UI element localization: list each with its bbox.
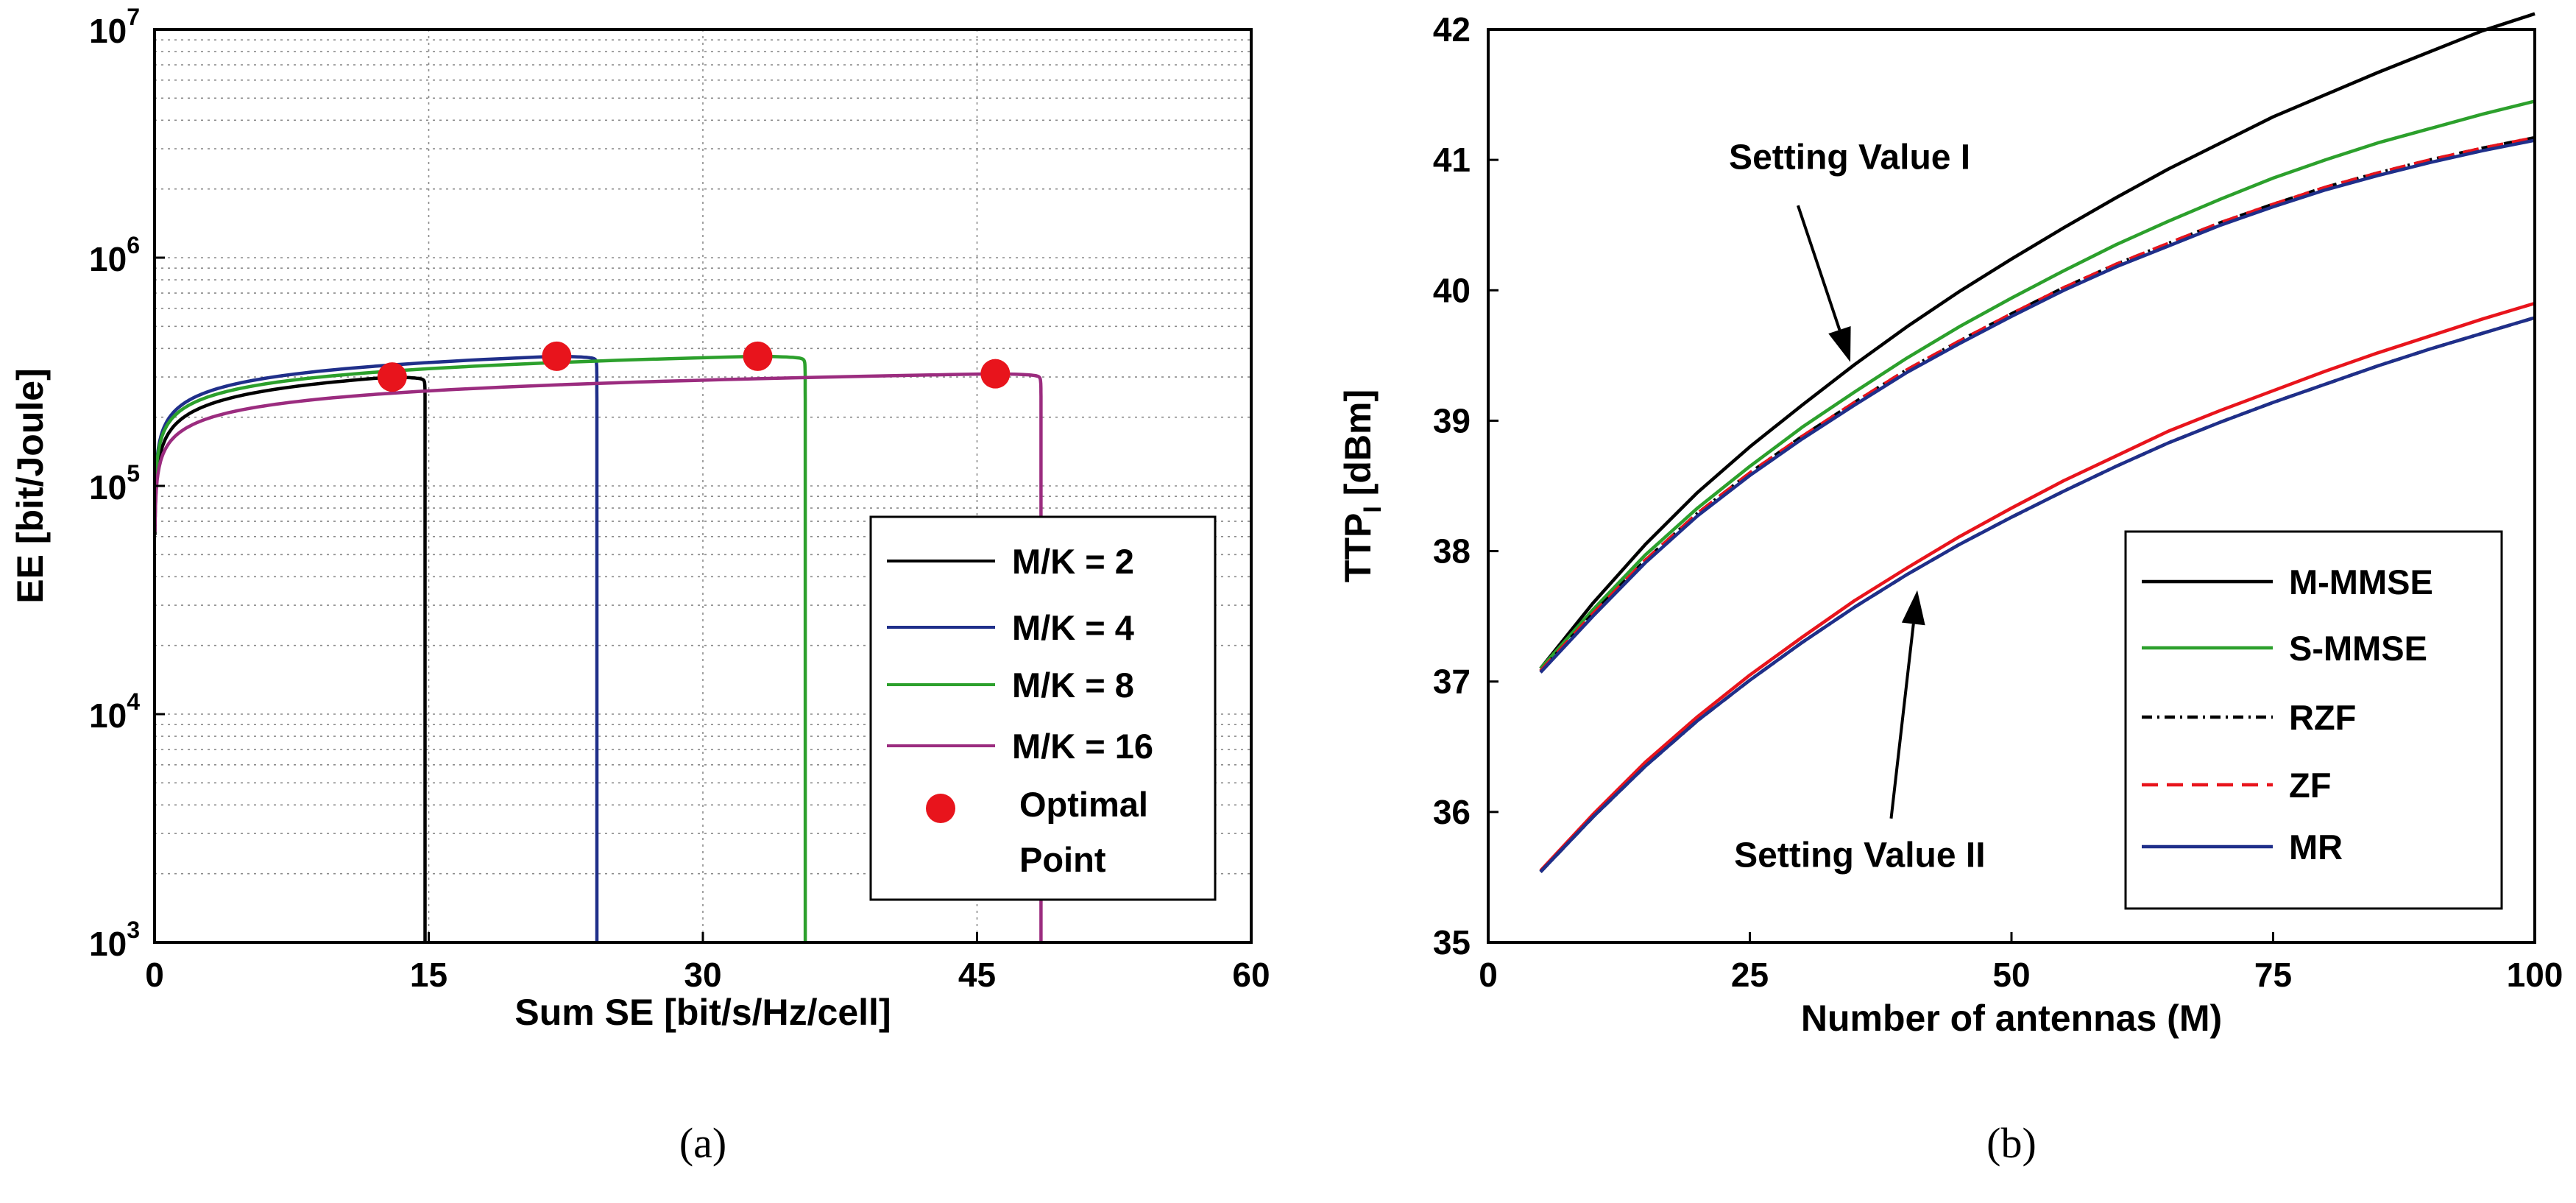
annotation-arrowhead-0	[1828, 326, 1851, 362]
legend-label-mr: MR	[2289, 828, 2343, 867]
curve-m-k-16	[153, 372, 1043, 942]
y-tick-label-b-5: 40	[1433, 271, 1471, 309]
legend-a: M/K = 2 M/K = 4 M/K = 8 M/K = 16 Optimal…	[869, 515, 1217, 901]
y-tick-exp-a-2: 5	[127, 460, 140, 487]
annotation-arrow-0	[1797, 205, 1841, 331]
legend-label-optimal-2: Point	[1019, 840, 1106, 879]
legend-item-optimal: Optimal Point	[926, 785, 1148, 879]
panel-b: 0 25 50 75 100 35 36 37 38 39 40 41 42 Setting Valu…	[1337, 10, 2563, 1167]
y-tick-label-b-4: 39	[1433, 401, 1471, 440]
x-tick-label-a-0: 0	[145, 956, 164, 994]
curve-zf-ii	[1539, 301, 2536, 872]
curve-s-mmse	[1539, 99, 2536, 670]
legend-label-s-mmse: S-MMSE	[2289, 629, 2427, 668]
x-tick-label-b-3: 75	[2254, 956, 2292, 994]
y-tick-label-a-3: 106	[89, 232, 140, 278]
y-tick-label-a-2: 105	[89, 460, 140, 507]
y-tick-base-a-1: 10	[89, 696, 127, 735]
legend-label-rzf: RZF	[2289, 698, 2356, 737]
optimal-point-2	[743, 341, 773, 371]
y-tick-exp-a-1: 4	[127, 688, 140, 715]
x-tick-label-b-1: 25	[1731, 956, 1769, 994]
annotation-text-1: Setting Value II	[1734, 836, 1985, 875]
legend-item-mk4: M/K = 4	[887, 608, 1134, 647]
legend-label-zf: ZF	[2289, 766, 2331, 805]
y-tick-label-b-7: 42	[1433, 10, 1471, 49]
y-tick-base-a-0: 10	[89, 925, 127, 963]
y-tick-base-a-2: 10	[89, 468, 127, 507]
legend-label-optimal-1: Optimal	[1019, 785, 1148, 824]
caption-a: (a)	[679, 1119, 726, 1167]
y-tick-label-b-1: 36	[1433, 793, 1471, 831]
optimal-markers-a	[377, 341, 1011, 392]
y-tick-label-b-2: 37	[1433, 663, 1471, 701]
series-b	[1539, 12, 2536, 873]
y-axis-label-a: EE [bit/Joule]	[10, 368, 51, 603]
y-ticks-b: 35 36 37 38 39 40 41 42	[1433, 10, 1498, 962]
legend-label-mk4: M/K = 4	[1012, 608, 1134, 647]
annotations-b: Setting Value I Setting Value II	[1729, 138, 1986, 875]
legend-item-mk8: M/K = 8	[887, 666, 1134, 705]
legend-items-b: M-MMSE S-MMSE RZF ZF MR	[2142, 562, 2433, 867]
annotation-arrow-1	[1889, 624, 1915, 819]
optimal-point-3	[980, 359, 1011, 389]
y-tick-base-a-3: 10	[89, 240, 127, 278]
legend-item-mk16: M/K = 16	[887, 727, 1153, 766]
y-tick-label-b-3: 38	[1433, 532, 1471, 571]
curve-mr-ii	[1539, 316, 2536, 873]
y-tick-label-b-6: 41	[1433, 141, 1471, 179]
x-tick-label-b-2: 50	[1992, 956, 2030, 994]
y-tick-exp-a-3: 6	[127, 232, 140, 258]
y-tick-label-a-4: 107	[89, 4, 140, 50]
y-tick-label-a-0: 103	[89, 917, 140, 963]
y-axis-label-b: TTPI [dBm]	[1337, 389, 1387, 582]
legend-label-mk8: M/K = 8	[1012, 666, 1134, 705]
curve-zf	[1539, 135, 2536, 673]
x-tick-label-a-4: 60	[1232, 956, 1270, 994]
y-axis-label-b-main: TTP	[1337, 513, 1379, 582]
curve-m-mmse	[1539, 12, 2536, 670]
x-ticks-a: 0 15 30 45 60	[145, 932, 1270, 994]
legend-marker-optimal	[926, 794, 955, 823]
x-ticks-b: 0 25 50 75 100	[1479, 932, 2563, 994]
legend-label-mk2: M/K = 2	[1012, 542, 1134, 581]
legend-label-mk16: M/K = 16	[1012, 727, 1153, 766]
y-tick-label-a-1: 104	[89, 688, 140, 735]
x-tick-label-a-3: 45	[958, 956, 996, 994]
optimal-point-1	[542, 341, 572, 371]
x-tick-label-b-0: 0	[1479, 956, 1498, 994]
annotation-text-0: Setting Value I	[1729, 138, 1970, 177]
x-tick-label-a-2: 30	[684, 956, 721, 994]
curve-mr	[1539, 138, 2536, 674]
x-axis-label-b: Number of antennas (M)	[1801, 998, 2222, 1039]
optimal-point-0	[377, 362, 407, 392]
legend-item-mk2: M/K = 2	[887, 542, 1134, 581]
caption-b: (b)	[1986, 1119, 2037, 1167]
x-tick-label-b-4: 100	[2507, 956, 2563, 994]
y-tick-base-a-4: 10	[89, 12, 127, 50]
y-tick-exp-a-0: 3	[127, 917, 140, 943]
y-axis-label-b-sub: I	[1359, 506, 1387, 512]
legend-label-m-mmse: M-MMSE	[2289, 562, 2433, 602]
annotation-arrowhead-1	[1901, 590, 1925, 626]
legend-b: M-MMSE S-MMSE RZF ZF MR	[2124, 530, 2503, 910]
y-tick-label-b-0: 35	[1433, 923, 1471, 962]
curve-m-k-8	[153, 354, 807, 942]
y-tick-exp-a-4: 7	[127, 4, 140, 30]
x-tick-label-a-1: 15	[410, 956, 447, 994]
x-axis-label-a: Sum SE [bit/s/Hz/cell]	[514, 992, 891, 1033]
y-axis-label-b-unit: [dBm]	[1337, 389, 1379, 506]
legend-box-a	[869, 515, 1217, 901]
